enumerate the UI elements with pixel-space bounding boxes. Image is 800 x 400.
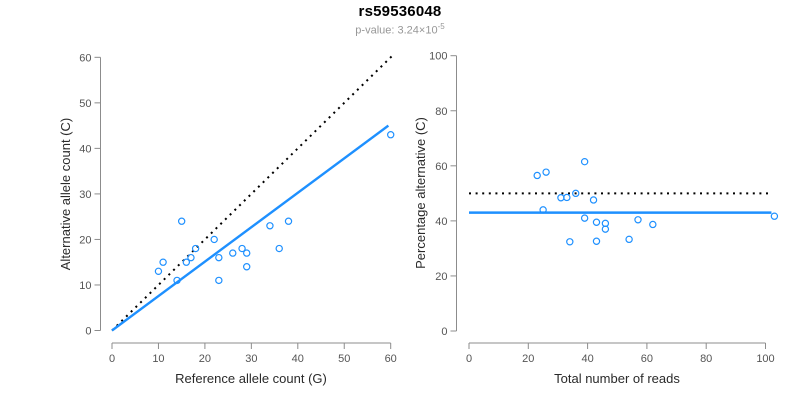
- p-value-text: p-value: 3.24×10: [355, 24, 438, 37]
- data-point: [539, 206, 547, 214]
- identity-line: [111, 54, 394, 332]
- x-tick-label: 0: [109, 353, 115, 365]
- y-tick-label: 60: [79, 52, 91, 64]
- data-point: [187, 253, 195, 262]
- x-tick-label: 40: [581, 353, 593, 365]
- data-point: [580, 214, 589, 222]
- data-point: [159, 258, 167, 266]
- x-tick-label: 20: [522, 353, 534, 365]
- header: rs59536048 p-value: 3.24×10-5: [0, 0, 800, 37]
- left-xaxis-title: Reference allele count (G): [175, 371, 327, 386]
- data-point: [770, 212, 779, 220]
- y-tick-label: 0: [441, 326, 447, 338]
- y-tick-label: 20: [435, 271, 447, 283]
- x-tick-label: 60: [641, 353, 653, 365]
- data-point: [572, 189, 580, 198]
- fit-line: [111, 124, 390, 332]
- data-point: [589, 196, 598, 204]
- right-xaxis-title: Total number of reads: [554, 371, 680, 386]
- data-point: [592, 237, 601, 245]
- data-point: [182, 258, 191, 266]
- data-point: [238, 244, 246, 253]
- y-tick-label: 30: [79, 189, 91, 201]
- data-point: [243, 249, 251, 257]
- data-point: [173, 276, 181, 285]
- y-tick-label: 40: [435, 216, 447, 228]
- data-point: [215, 253, 223, 262]
- data-point: [566, 238, 574, 246]
- data-point: [563, 193, 571, 202]
- y-tick-label: 80: [435, 106, 447, 118]
- plot-subtitle: p-value: 3.24×10-5: [0, 22, 800, 37]
- data-point: [177, 217, 186, 225]
- data-point: [387, 131, 395, 139]
- right-scatter-panel: 0 20 40 60 80 100 0 20 40 60 80 100: [429, 51, 779, 365]
- data-point: [601, 219, 610, 228]
- data-point: [580, 157, 589, 166]
- data-point: [215, 276, 223, 285]
- data-point: [154, 267, 163, 276]
- data-point: [229, 249, 237, 257]
- y-tick-label: 20: [79, 234, 91, 246]
- y-tick-label: 40: [79, 143, 91, 155]
- data-point: [649, 220, 657, 229]
- y-tick-label: 60: [435, 161, 447, 173]
- y-tick-label: 50: [79, 98, 91, 110]
- x-tick-label: 40: [292, 353, 304, 365]
- data-point: [191, 244, 200, 253]
- plot-title: rs59536048: [358, 3, 442, 20]
- data-point: [275, 244, 283, 253]
- left-yaxis-title: Alternative allele count (C): [58, 118, 73, 270]
- y-tick-label: 100: [429, 51, 447, 63]
- left-scatter-panel: 0 10 20 30 40 50 60 0 10 20 30 40 50 60: [79, 52, 397, 365]
- x-tick-label: 60: [385, 353, 397, 365]
- p-value-exponent: -5: [437, 22, 445, 31]
- data-point: [557, 194, 565, 202]
- data-point: [210, 235, 218, 244]
- right-yaxis-title: Percentage alternative (C): [413, 117, 428, 269]
- x-tick-label: 0: [466, 353, 472, 365]
- x-tick-label: 100: [756, 353, 774, 365]
- y-tick-label: 10: [79, 280, 91, 292]
- x-tick-label: 80: [700, 353, 712, 365]
- data-point: [542, 168, 550, 176]
- y-tick-label: 0: [85, 326, 91, 338]
- data-point: [266, 222, 274, 230]
- data-point: [243, 263, 251, 271]
- data-point: [284, 217, 293, 225]
- x-tick-label: 50: [338, 353, 350, 365]
- data-point: [634, 216, 642, 224]
- x-tick-label: 30: [245, 353, 257, 365]
- data-point: [533, 171, 541, 180]
- data-point: [625, 235, 633, 244]
- x-tick-label: 10: [152, 353, 164, 365]
- data-point: [592, 218, 601, 226]
- x-tick-label: 20: [199, 353, 211, 365]
